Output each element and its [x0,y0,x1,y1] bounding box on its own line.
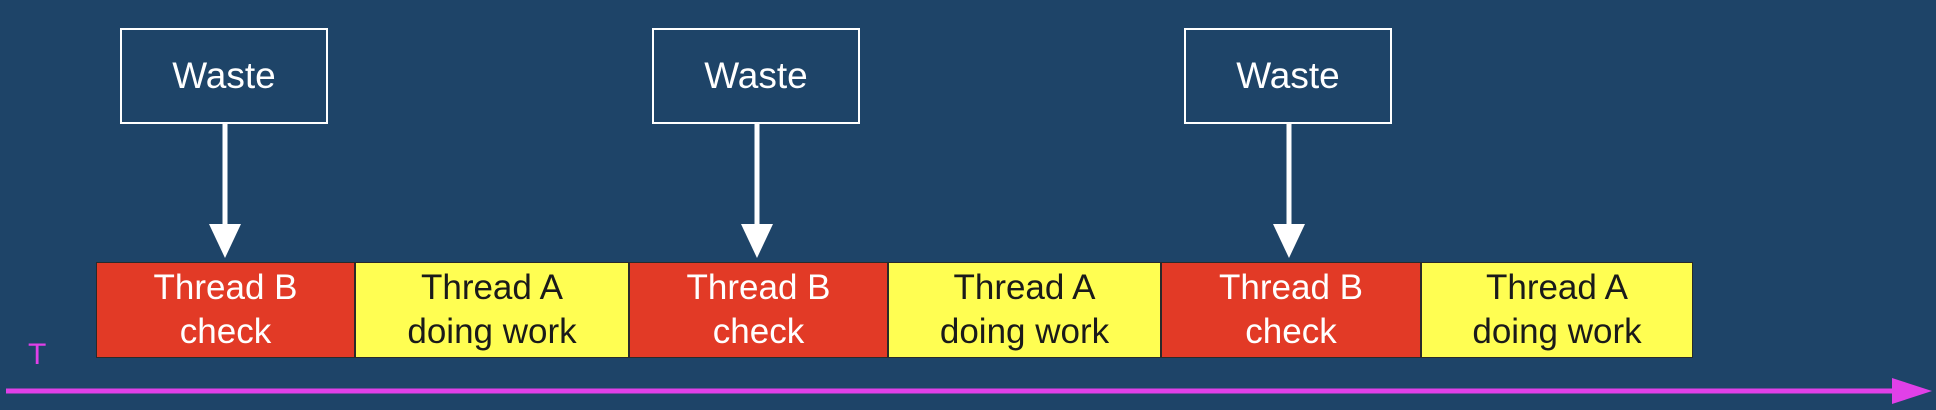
block-line-2: doing work [407,312,577,351]
block-line-1: Thread A [953,268,1096,307]
waste-box: Waste [120,28,328,124]
waste-box: Waste [1184,28,1392,124]
block-line-1: Thread B [686,268,831,307]
block-line-1: Thread A [420,268,564,307]
block-line-1: Thread A [1485,268,1629,307]
thread-a-work-block: Thread A doing work [355,262,629,358]
block-line-2: check [1245,312,1337,351]
waste-label: Waste [1236,55,1340,96]
waste-arrow [209,124,241,258]
time-axis-arrow [6,378,1932,404]
block-line-2: check [179,312,272,351]
waste-label: Waste [704,55,808,96]
waste-box: Waste [652,28,860,124]
thread-b-check-block: Thread B check [629,262,888,358]
thread-b-check-block: Thread B check [96,262,355,358]
thread-a-work-block: Thread A doing work [888,262,1161,358]
block-line-2: doing work [939,312,1110,351]
block-line-2: check [712,312,805,351]
block-line-2: doing work [1472,312,1642,351]
time-axis-label: T [28,338,47,371]
thread-a-work-block: Thread A doing work [1421,262,1693,358]
block-line-1: Thread B [153,268,298,307]
waste-label: Waste [172,55,276,96]
waste-arrow [1273,124,1305,258]
thread-b-check-block: Thread B check [1161,262,1421,358]
waste-arrow [741,124,773,258]
block-line-1: Thread B [1219,268,1363,307]
